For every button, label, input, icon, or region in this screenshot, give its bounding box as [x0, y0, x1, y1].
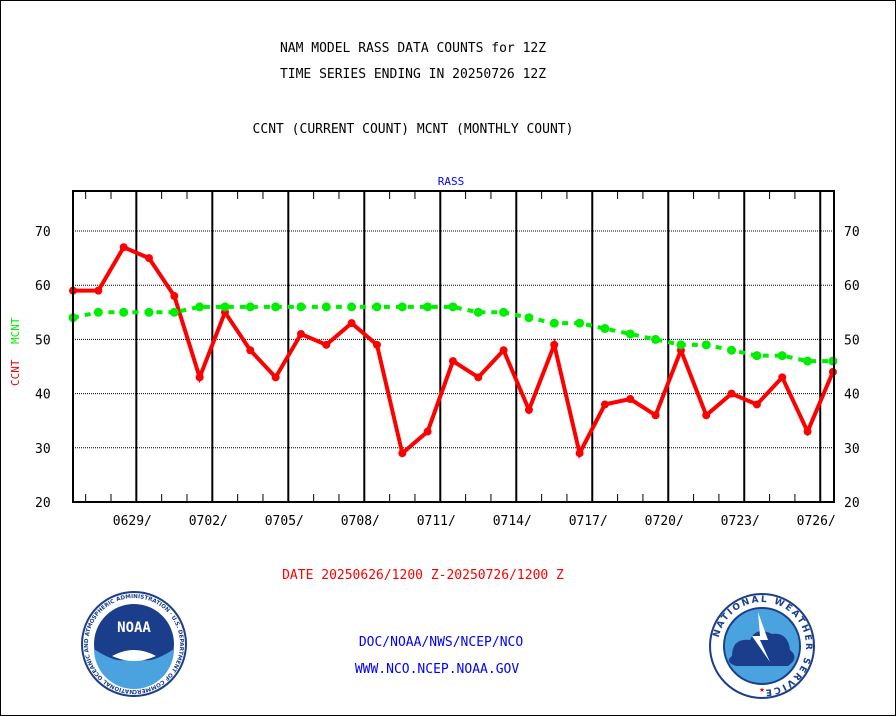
data-point-mcnt	[499, 307, 509, 317]
data-point-mcnt	[701, 340, 711, 350]
x-tick-label: 0723/	[721, 514, 760, 529]
series-line-ccnt	[73, 244, 835, 459]
y-tick-label-left: 60	[35, 279, 51, 294]
x-tick-label: 0726/	[797, 514, 836, 529]
y-tick-label-left: 30	[35, 442, 51, 457]
data-point-ccnt	[727, 389, 736, 398]
data-point-ccnt	[119, 243, 128, 252]
data-point-mcnt	[575, 318, 585, 328]
data-point-ccnt	[702, 411, 711, 420]
data-point-ccnt	[524, 405, 533, 414]
data-point-ccnt	[828, 367, 837, 376]
data-point-mcnt	[144, 307, 154, 317]
data-point-ccnt	[398, 449, 407, 458]
data-point-mcnt	[271, 302, 281, 312]
plot-frame	[72, 190, 835, 503]
y-tick-label-left: 20	[35, 496, 51, 511]
data-point-ccnt	[448, 357, 457, 366]
x-tick-label: 0708/	[341, 514, 380, 529]
y-label-ccnt: CCNT	[9, 359, 22, 386]
data-point-mcnt	[651, 334, 661, 344]
data-point-mcnt	[676, 340, 686, 350]
data-point-mcnt	[195, 302, 205, 312]
data-point-mcnt	[600, 324, 610, 334]
data-point-ccnt	[372, 340, 381, 349]
data-point-ccnt	[144, 254, 153, 263]
data-point-ccnt	[322, 340, 331, 349]
data-point-ccnt	[246, 346, 255, 355]
data-point-ccnt	[347, 319, 356, 328]
nws-logo: ★ NATIONAL WEATHER SERVICE	[709, 593, 815, 699]
data-point-mcnt	[727, 345, 737, 355]
data-point-ccnt	[170, 292, 179, 301]
data-point-mcnt	[245, 302, 255, 312]
data-point-ccnt	[651, 411, 660, 420]
noaa-logo: NOAA NATIONAL OCEANIC AND ATMOSPHERIC AD…	[81, 591, 187, 697]
y-tick-label-right: 70	[844, 225, 860, 240]
data-point-mcnt	[777, 351, 787, 361]
chart-title-1: NAM MODEL RASS DATA COUNTS for 12Z	[280, 41, 546, 56]
data-point-ccnt	[600, 400, 609, 409]
data-point-mcnt	[169, 307, 179, 317]
data-point-mcnt	[448, 302, 458, 312]
data-point-mcnt	[93, 307, 103, 317]
footer-org-path: DOC/NOAA/NWS/NCEP/NCO	[359, 635, 524, 650]
data-point-ccnt	[296, 329, 305, 338]
x-tick-label: 0714/	[493, 514, 532, 529]
data-point-ccnt	[499, 346, 508, 355]
data-point-ccnt	[271, 373, 280, 382]
y-tick-label-left: 70	[35, 225, 51, 240]
data-point-ccnt	[423, 427, 432, 436]
data-point-mcnt	[397, 302, 407, 312]
data-point-ccnt	[550, 340, 559, 349]
y-tick-label-left: 50	[35, 333, 51, 348]
data-point-ccnt	[195, 373, 204, 382]
data-point-mcnt	[524, 313, 534, 323]
data-point-mcnt	[423, 302, 433, 312]
y-tick-label-left: 40	[35, 388, 51, 403]
data-point-mcnt	[828, 356, 838, 366]
data-point-mcnt	[372, 302, 382, 312]
data-point-mcnt	[549, 318, 559, 328]
data-point-mcnt	[625, 329, 635, 339]
x-tick-label: 0717/	[569, 514, 608, 529]
data-point-mcnt	[119, 307, 129, 317]
x-tick-label: 0711/	[417, 514, 456, 529]
y-tick-label-right: 30	[844, 442, 860, 457]
data-point-mcnt	[347, 302, 357, 312]
data-point-ccnt	[752, 400, 761, 409]
data-point-ccnt	[626, 395, 635, 404]
data-point-ccnt	[778, 373, 787, 382]
svg-text:★: ★	[759, 685, 765, 695]
y-tick-label-right: 60	[844, 279, 860, 294]
x-tick-label: 0720/	[645, 514, 684, 529]
x-tick-label: 0629/	[113, 514, 152, 529]
data-point-ccnt	[474, 373, 483, 382]
chart-subtitle: CCNT (CURRENT COUNT) MCNT (MONTHLY COUNT…	[253, 122, 574, 137]
data-point-mcnt	[473, 307, 483, 317]
data-point-mcnt	[803, 356, 813, 366]
chart-title-2: TIME SERIES ENDING IN 20250726 12Z	[280, 67, 546, 82]
data-point-mcnt	[752, 351, 762, 361]
y-tick-label-right: 20	[844, 496, 860, 511]
data-point-mcnt	[321, 302, 331, 312]
y-tick-label-right: 40	[844, 388, 860, 403]
y-tick-label-right: 50	[844, 333, 860, 348]
noaa-logo-text: NOAA	[117, 620, 151, 636]
x-tick-label: 0705/	[265, 514, 304, 529]
data-point-mcnt	[220, 302, 230, 312]
data-point-ccnt	[575, 449, 584, 458]
y-label-mcnt: MCNT	[9, 317, 22, 344]
data-point-mcnt	[296, 302, 306, 312]
footer-website-link[interactable]: WWW.NCO.NCEP.NOAA.GOV	[355, 662, 520, 677]
x-tick-label: 0702/	[189, 514, 228, 529]
data-point-ccnt	[94, 286, 103, 295]
panel-label: RASS	[438, 175, 465, 188]
data-point-ccnt	[803, 427, 812, 436]
x-axis-label: DATE 20250626/1200 Z-20250726/1200 Z	[282, 568, 564, 583]
